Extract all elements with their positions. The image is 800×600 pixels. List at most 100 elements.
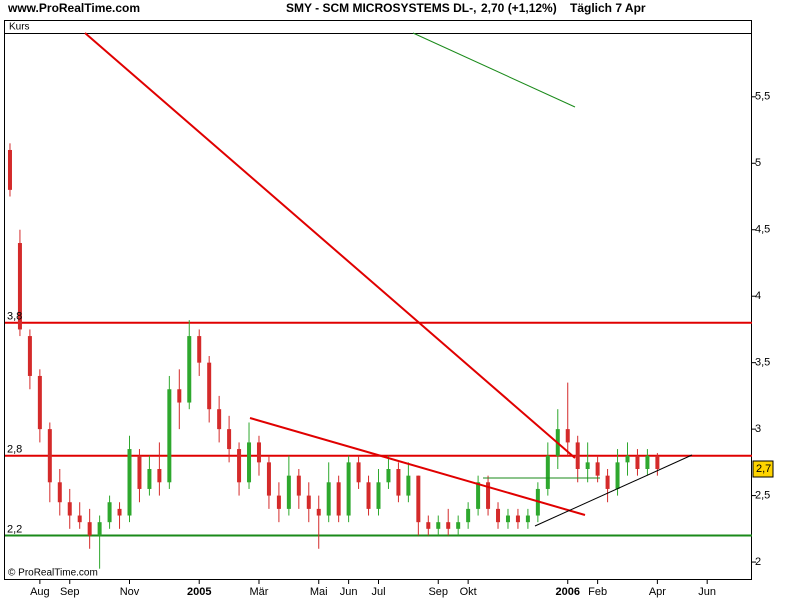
- candle-body: [525, 515, 530, 523]
- candle-body: [436, 522, 441, 529]
- candle-body: [376, 482, 381, 509]
- y-tick-label: 5: [755, 157, 761, 169]
- x-tick-label: Apr: [649, 586, 666, 598]
- candle-body: [366, 482, 371, 509]
- candle-body: [147, 469, 152, 489]
- candle-body: [137, 455, 142, 489]
- candle-body: [296, 475, 301, 496]
- y-tick-label: 2,5: [755, 489, 770, 501]
- candle-body: [416, 475, 421, 523]
- candle-body: [107, 502, 112, 523]
- level-label: 2,2: [7, 523, 22, 535]
- candle-body: [37, 375, 42, 430]
- plot-frame: [4, 20, 752, 580]
- x-tick-label: Sep: [60, 586, 80, 598]
- x-tick-label: Jul: [371, 586, 385, 598]
- candle-body: [97, 522, 102, 536]
- candle-body: [336, 482, 341, 516]
- period: Täglich 7 Apr: [570, 1, 646, 15]
- candle-body: [167, 389, 172, 483]
- last-price-box: [752, 460, 774, 478]
- x-tick-label: Mai: [310, 586, 328, 598]
- candle-body: [316, 508, 321, 516]
- candle-body: [456, 522, 461, 529]
- x-tick-label: Nov: [120, 586, 140, 598]
- candle-body: [545, 455, 550, 489]
- candle-body: [266, 462, 271, 496]
- y-tick-label: 3: [755, 423, 761, 435]
- candle-body: [286, 475, 291, 509]
- candle-body: [346, 462, 351, 516]
- trend-line: [84, 32, 576, 459]
- candle-body: [77, 515, 82, 523]
- candle-body: [575, 442, 580, 470]
- y-tick-label: 4,5: [755, 224, 770, 236]
- candle-body: [386, 469, 391, 483]
- candle-body: [396, 469, 401, 496]
- candle-body: [426, 522, 431, 529]
- candle-body: [187, 336, 192, 403]
- y-tick-label: 4: [755, 290, 761, 302]
- candle-body: [197, 336, 202, 363]
- y-tick-label: 2: [755, 556, 761, 568]
- candle-body: [486, 482, 491, 509]
- candle-body: [645, 455, 650, 470]
- candle-body: [635, 455, 640, 470]
- candle-body: [306, 495, 311, 509]
- y-tick-label: 3,5: [755, 357, 770, 369]
- candle-body: [446, 522, 451, 529]
- x-tick-label: Okt: [460, 586, 477, 598]
- level-label: 2,8: [7, 444, 22, 456]
- candle-body: [256, 442, 261, 463]
- candle-body: [87, 522, 92, 536]
- candle-body: [217, 409, 222, 430]
- candle-body: [356, 462, 361, 483]
- candle-body: [207, 362, 212, 410]
- marks: [5, 143, 752, 569]
- panel-label: Kurs: [9, 22, 30, 33]
- candle-body: [27, 336, 32, 376]
- x-tick-label: Sep: [428, 586, 448, 598]
- candle-body: [276, 495, 281, 509]
- candle-body: [326, 482, 331, 516]
- candle-body: [625, 455, 630, 463]
- x-tick-label: Jun: [698, 586, 716, 598]
- trend-line: [412, 32, 576, 108]
- candle-body: [127, 449, 132, 516]
- candle-body: [117, 508, 122, 516]
- last-price-label: 2,7: [756, 463, 771, 475]
- candle-body: [565, 429, 570, 443]
- x-tick-label: Feb: [588, 586, 607, 598]
- candle-body: [157, 469, 162, 483]
- x-tick-label: Mär: [250, 586, 269, 598]
- quote: 2,70 (+1,12%): [481, 1, 557, 15]
- x-tick-label: Aug: [30, 586, 50, 598]
- x-tick-label: 2006: [555, 586, 579, 598]
- candle-body: [227, 429, 232, 450]
- candle-body: [247, 442, 252, 483]
- x-tick-label: Jun: [340, 586, 358, 598]
- candle-body: [585, 462, 590, 470]
- x-tick-label: 2005: [187, 586, 211, 598]
- candle-body: [7, 149, 12, 190]
- trend-line: [249, 417, 586, 516]
- level-label: 3,8: [7, 311, 22, 323]
- candle-body: [496, 508, 501, 523]
- trend-line: [534, 454, 693, 527]
- candle-body: [605, 475, 610, 489]
- candle-body: [505, 515, 510, 523]
- candle-body: [466, 508, 471, 523]
- candle-body: [47, 429, 52, 483]
- candle-body: [17, 243, 22, 330]
- y-tick-label: 5,5: [755, 91, 770, 103]
- instrument: SMY - SCM MICROSYSTEMS DL-,: [286, 1, 476, 15]
- candle-body: [237, 449, 242, 483]
- candle-body: [615, 462, 620, 489]
- candle-body: [177, 389, 182, 403]
- site-name: www.ProRealTime.com: [7, 1, 140, 15]
- candle-body: [655, 455, 660, 470]
- candle-body: [57, 482, 62, 503]
- candle-body: [406, 475, 411, 496]
